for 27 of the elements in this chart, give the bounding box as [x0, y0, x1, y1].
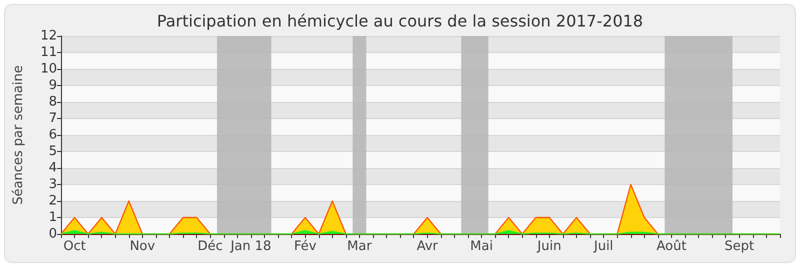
y-axis-title: Séances par semaine	[11, 65, 26, 205]
y-tick-label: 10	[40, 62, 57, 76]
y-tick-label: 3	[48, 177, 57, 192]
x-tick-label: Jan 18	[230, 239, 272, 254]
x-tick-label: Juil	[592, 239, 614, 254]
x-tick-label: Oct	[63, 239, 86, 254]
y-tick-label: 2	[48, 194, 57, 208]
chart-title: Participation en hémicycle au cours de la session 2017-2018	[156, 12, 644, 30]
x-tick-label: Juin	[536, 239, 562, 254]
y-tick-label: 12	[40, 28, 57, 44]
y-tick-label: 5	[48, 144, 57, 159]
y-tick-label: 8	[48, 94, 57, 110]
x-tick-label: Mai	[470, 239, 493, 254]
y-tick-label: 4	[48, 160, 57, 176]
y-tick-label: 11	[40, 45, 57, 60]
x-tick-label: Fév	[294, 239, 317, 254]
y-tick-label: 6	[48, 128, 57, 142]
y-tick-label: 9	[48, 78, 57, 93]
x-tick-label: Mar	[347, 239, 372, 254]
x-tick-label: Sept	[724, 239, 754, 254]
x-tick-label: Août	[656, 239, 686, 254]
y-tick-label: 0	[48, 226, 57, 242]
y-tick-label: 7	[48, 111, 57, 126]
x-tick-label: Déc	[198, 239, 223, 254]
x-tick-label: Avr	[416, 239, 439, 254]
y-tick-label: 1	[48, 210, 57, 225]
x-tick-label: Nov	[130, 239, 156, 254]
